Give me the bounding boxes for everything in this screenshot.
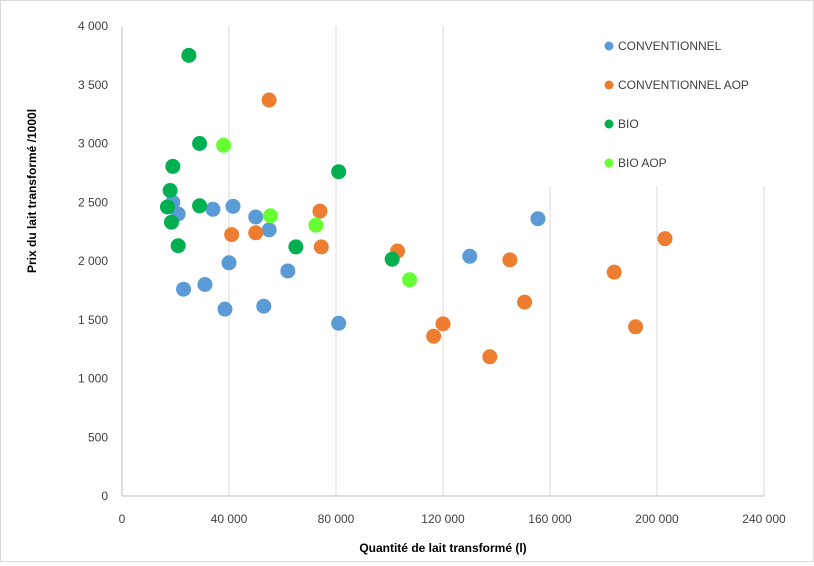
- y-tick-label: 500: [88, 430, 108, 444]
- y-tick-labels: 0 500 1 000 1 500 2 000 2 500 3 000 3 500 4 000: [78, 19, 108, 503]
- data-point-series-2: [502, 252, 518, 268]
- data-point-series-2: [628, 319, 644, 335]
- data-point-series-4: [262, 208, 278, 224]
- y-axis-title: Prix du lait transformé /1000l: [25, 109, 39, 273]
- x-tick-label: 40 000: [211, 512, 248, 526]
- data-point-series-1: [261, 222, 277, 238]
- x-tick-label: 200 000: [635, 512, 679, 526]
- data-point-series-3: [331, 164, 347, 180]
- data-point-series-2: [657, 231, 673, 247]
- data-point-series-3: [384, 251, 400, 267]
- data-point-series-3: [288, 239, 304, 255]
- legend-marker: [604, 41, 614, 51]
- y-tick-label: 2 000: [78, 254, 108, 268]
- data-point-series-1: [176, 281, 192, 297]
- data-point-series-2: [482, 349, 498, 365]
- y-tick-label: 3 500: [78, 78, 108, 92]
- data-point-series-1: [197, 277, 213, 292]
- x-tick-label: 80 000: [318, 512, 355, 526]
- data-point-series-1: [205, 201, 221, 217]
- data-point-series-4: [402, 272, 418, 288]
- legend-marker: [604, 119, 614, 129]
- data-point-series-2: [312, 203, 328, 219]
- data-point-series-3: [165, 158, 181, 174]
- data-point-series-1: [530, 211, 546, 227]
- data-point-series-3: [192, 136, 208, 151]
- data-point-series-2: [313, 239, 329, 255]
- legend: CONVENTIONNEL CONVENTIONNEL AOP BIO BIO AOP: [604, 39, 749, 170]
- legend-marker: [604, 80, 614, 90]
- data-point-series-2: [248, 225, 264, 241]
- data-point-series-1: [256, 298, 272, 314]
- data-point-series-2: [261, 92, 277, 108]
- y-tick-label: 2 500: [78, 195, 108, 209]
- y-tick-label: 1 000: [78, 372, 108, 386]
- data-point-series-3: [170, 238, 186, 254]
- data-point-series-1: [217, 301, 233, 317]
- data-point-series-3: [163, 214, 179, 230]
- y-tick-label: 1 500: [78, 313, 108, 327]
- data-point-series-1: [221, 255, 237, 271]
- data-point-series-1: [462, 248, 478, 264]
- x-tick-label: 120 000: [421, 512, 465, 526]
- data-point-series-1: [280, 263, 296, 279]
- data-point-series-4: [308, 217, 324, 233]
- data-point-series-3: [162, 183, 178, 198]
- x-axis-title: Quantité de lait transformé (l): [359, 541, 526, 555]
- data-point-series-2: [606, 264, 622, 280]
- x-tick-label: 0: [119, 512, 126, 526]
- legend-box: [549, 25, 767, 186]
- data-point-series-2: [517, 294, 533, 310]
- data-points: [159, 47, 673, 365]
- y-tick-label: 4 000: [78, 19, 108, 33]
- legend-label: CONVENTIONNEL: [618, 39, 722, 53]
- data-point-series-4: [216, 137, 232, 153]
- legend-label: BIO: [618, 117, 639, 131]
- data-point-series-3: [192, 198, 208, 214]
- y-tick-label: 0: [101, 489, 108, 503]
- y-tick-label: 3 000: [78, 137, 108, 151]
- x-tick-label: 160 000: [528, 512, 572, 526]
- data-point-series-1: [331, 315, 347, 331]
- x-tick-label: 240 000: [742, 512, 786, 526]
- data-point-series-1: [248, 209, 264, 225]
- legend-label: CONVENTIONNEL AOP: [618, 78, 749, 92]
- data-point-series-2: [224, 227, 240, 243]
- data-point-series-3: [181, 47, 197, 63]
- x-tick-labels: 0 40 000 80 000 120 000 160 000 200 000 240 00…: [119, 512, 786, 526]
- legend-marker: [604, 158, 614, 168]
- legend-label: BIO AOP: [618, 156, 667, 170]
- data-point-series-2: [435, 316, 451, 332]
- data-point-series-1: [225, 198, 241, 214]
- data-point-series-2: [426, 328, 442, 344]
- data-point-series-3: [159, 199, 175, 215]
